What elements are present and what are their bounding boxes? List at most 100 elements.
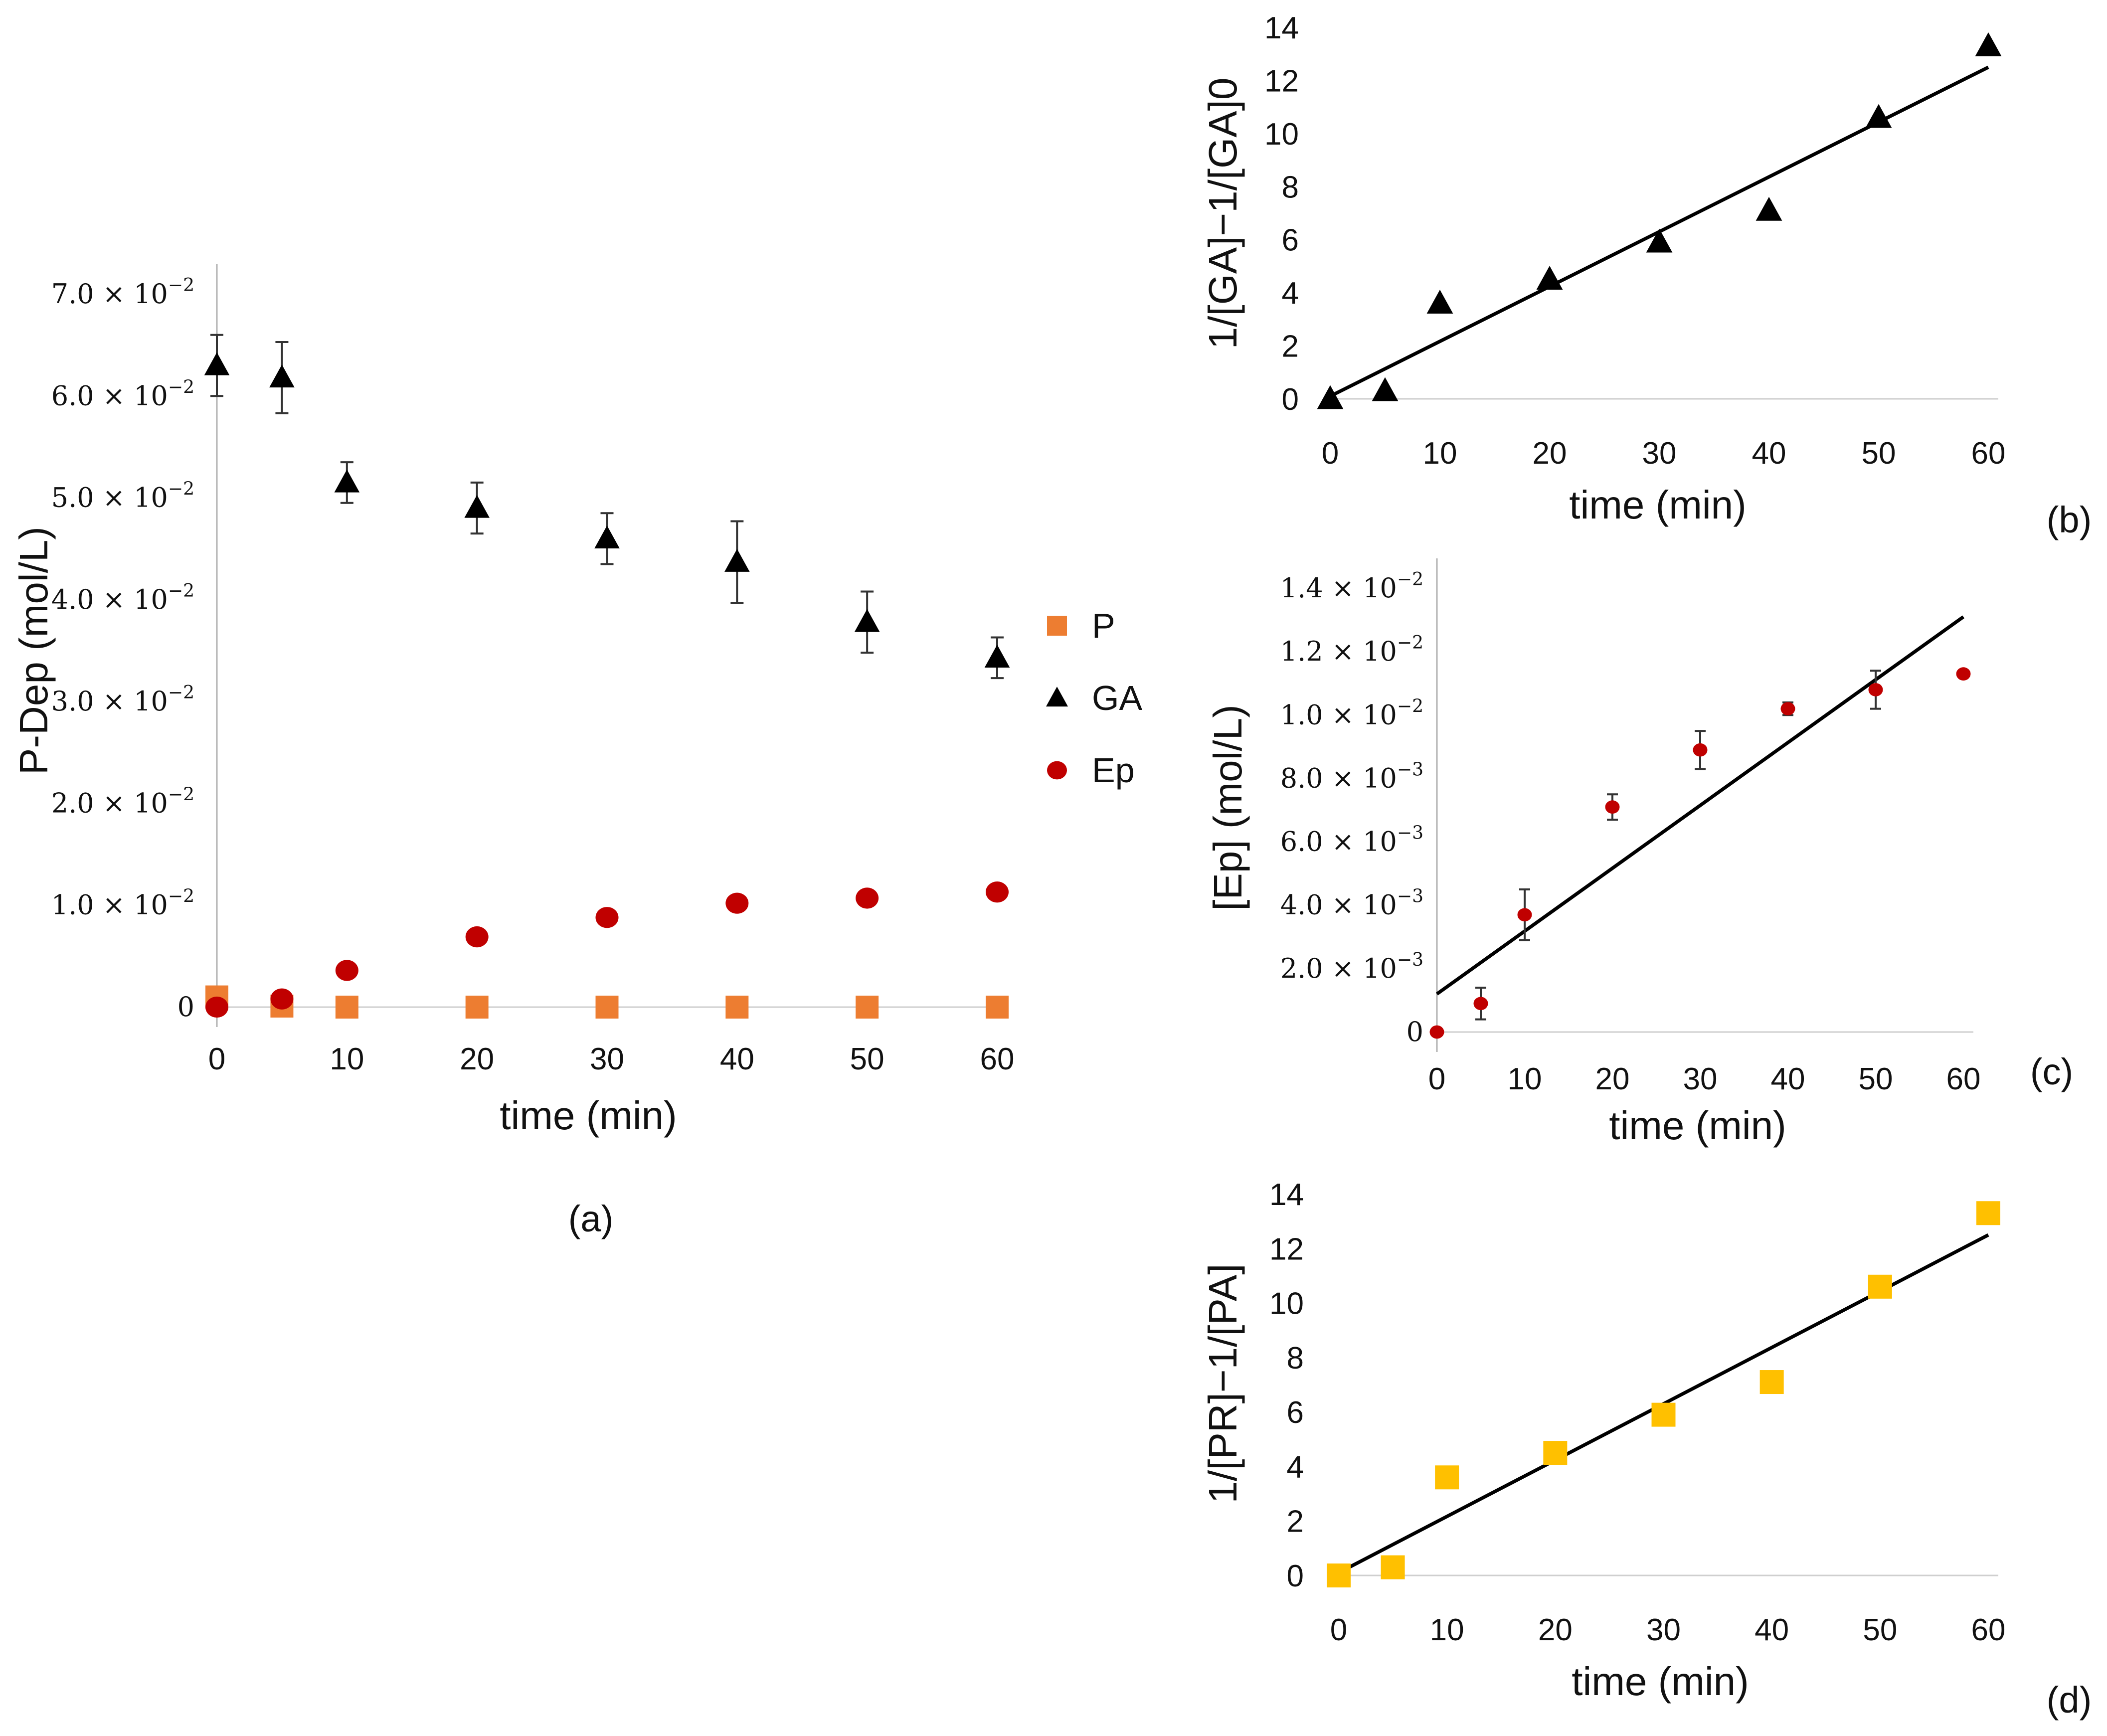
- y-tick-label: 7.0 × 10−2: [51, 275, 194, 310]
- x-tick-label: 50: [850, 1042, 884, 1076]
- data-point-pr: [1543, 1441, 1568, 1465]
- panel-label: (b): [2047, 499, 2092, 540]
- y-tick-label: 6: [1287, 1395, 1304, 1430]
- data-point-ga: [594, 525, 620, 548]
- x-tick-label: 20: [460, 1042, 494, 1076]
- x-tick-label: 30: [1646, 1613, 1681, 1647]
- x-tick-label: 20: [1595, 1062, 1630, 1096]
- y-tick-label: 6: [1282, 223, 1299, 258]
- y-tick-label: 4.0 × 10−3: [1280, 886, 1423, 921]
- data-point-ep: [1517, 908, 1532, 922]
- y-tick-label: 1.0 × 10−2: [51, 886, 194, 921]
- x-tick-label: 50: [1862, 436, 1896, 471]
- x-tick-label: 10: [1508, 1062, 1542, 1096]
- data-point-ep: [1868, 683, 1883, 696]
- data-point-ep: [1780, 702, 1795, 715]
- y-axis-label: [Ep] (mol/L): [1206, 704, 1250, 910]
- x-tick-label: 40: [1752, 436, 1786, 471]
- panel-c: 0 10 20 30 40 50 60 0 2.0 × 10−3 4.0 × 10−3 6.0 × …: [1206, 558, 2073, 1148]
- y-tick-label: 5.0 × 10−2: [51, 479, 194, 514]
- data-point-pr: [1435, 1465, 1459, 1490]
- data-point-pr: [1327, 1563, 1351, 1587]
- y-tick-label: 14: [1269, 1178, 1304, 1212]
- y-tick-label: 4: [1287, 1450, 1304, 1484]
- data-point-ep: [1605, 800, 1620, 814]
- data-point-pr: [1381, 1555, 1405, 1579]
- data-point-ga: [1426, 290, 1453, 314]
- y-tick-label: 8: [1287, 1341, 1304, 1376]
- data-point-ga: [204, 352, 230, 375]
- data-point-ep: [595, 907, 619, 928]
- y-tick-label: 2.0 × 10−2: [51, 784, 194, 819]
- y-tick-label: 10: [1264, 117, 1299, 152]
- x-tick-label: 60: [980, 1042, 1015, 1076]
- data-point-ga: [1865, 104, 1892, 128]
- data-point-pr: [1759, 1370, 1784, 1394]
- x-tick-label: 20: [1538, 1613, 1573, 1647]
- y-tick-label: 2: [1287, 1505, 1304, 1539]
- x-axis-label: time (min): [1569, 483, 1747, 527]
- data-point-ga: [1317, 385, 1344, 409]
- legend-marker-ga: [1046, 687, 1068, 707]
- data-point-ga: [269, 364, 295, 388]
- legend-label-ep: Ep: [1092, 751, 1135, 790]
- data-point-p: [725, 996, 749, 1019]
- x-tick-label: 40: [1755, 1613, 1789, 1647]
- y-tick-label: 10: [1269, 1287, 1304, 1321]
- y-tick-label: 1.4 × 10−2: [1280, 569, 1423, 604]
- x-axis-label: time (min): [500, 1093, 677, 1138]
- data-point-ep: [1693, 743, 1708, 757]
- y-tick-label: 0: [1287, 1559, 1304, 1593]
- x-tick-label: 10: [330, 1042, 364, 1076]
- y-tick-label: 8.0 × 10−3: [1280, 759, 1423, 794]
- data-point-ga: [724, 549, 750, 572]
- y-tick-label: 4: [1282, 276, 1299, 311]
- data-point-ep: [856, 887, 879, 909]
- y-tick-label: 1.2 × 10−2: [1280, 633, 1423, 667]
- x-tick-label: 30: [1683, 1062, 1718, 1096]
- y-tick-label: 2.0 × 10−3: [1280, 950, 1423, 984]
- data-point-pr: [1868, 1274, 1892, 1299]
- x-tick-label: 0: [208, 1042, 225, 1076]
- panel-label: (d): [2047, 1679, 2092, 1721]
- data-point-p: [856, 996, 879, 1019]
- x-tick-label: 50: [1859, 1062, 1893, 1096]
- y-tick-label: 3.0 × 10−2: [51, 683, 194, 717]
- panel-label: (c): [2030, 1051, 2073, 1092]
- y-tick-label: 0: [177, 991, 194, 1023]
- data-point-ep: [270, 988, 294, 1010]
- data-point-ep: [1473, 997, 1488, 1011]
- data-point-p: [335, 996, 358, 1019]
- data-point-ga: [334, 469, 360, 493]
- data-point-pr: [1651, 1402, 1676, 1427]
- y-tick-label: 6.0 × 10−3: [1280, 823, 1423, 858]
- x-tick-label: 0: [1322, 436, 1339, 471]
- data-point-ga: [1536, 266, 1563, 290]
- data-point-ga: [1646, 228, 1673, 253]
- legend-marker-ep: [1047, 761, 1067, 780]
- data-point-p: [465, 996, 489, 1019]
- x-tick-label: 0: [1428, 1062, 1445, 1096]
- y-axis-label: 1/[PR]−1/[PA]: [1201, 1264, 1245, 1504]
- y-tick-label: 1.0 × 10−2: [1280, 696, 1423, 730]
- data-point-ga: [1372, 377, 1399, 401]
- data-point-ep: [1429, 1025, 1444, 1039]
- data-point-ga: [984, 645, 1010, 668]
- data-point-ga: [1975, 32, 2002, 56]
- y-tick-label: 12: [1264, 64, 1299, 98]
- panel-b: 0 10 20 30 40 50 60 0 2 4 6 8 10 12 14 time (min) 1/[GA]…: [1201, 11, 2092, 540]
- y-tick-label: 12: [1269, 1232, 1304, 1266]
- data-point-ga: [464, 495, 490, 518]
- trend-line: [1435, 615, 1965, 996]
- data-point-ep: [335, 960, 358, 981]
- x-tick-label: 60: [1971, 1613, 2006, 1647]
- x-tick-label: 60: [1971, 436, 2006, 471]
- y-axis-label: 1/[GA]−1/[GA]0: [1201, 78, 1245, 349]
- data-point-pr: [1976, 1201, 2000, 1225]
- x-tick-label: 30: [1642, 436, 1677, 471]
- data-point-ep: [1956, 667, 1971, 681]
- data-point-ep: [465, 926, 489, 948]
- data-point-p: [595, 996, 619, 1019]
- data-point-ep: [725, 892, 749, 914]
- y-tick-label: 4.0 × 10−2: [51, 581, 194, 615]
